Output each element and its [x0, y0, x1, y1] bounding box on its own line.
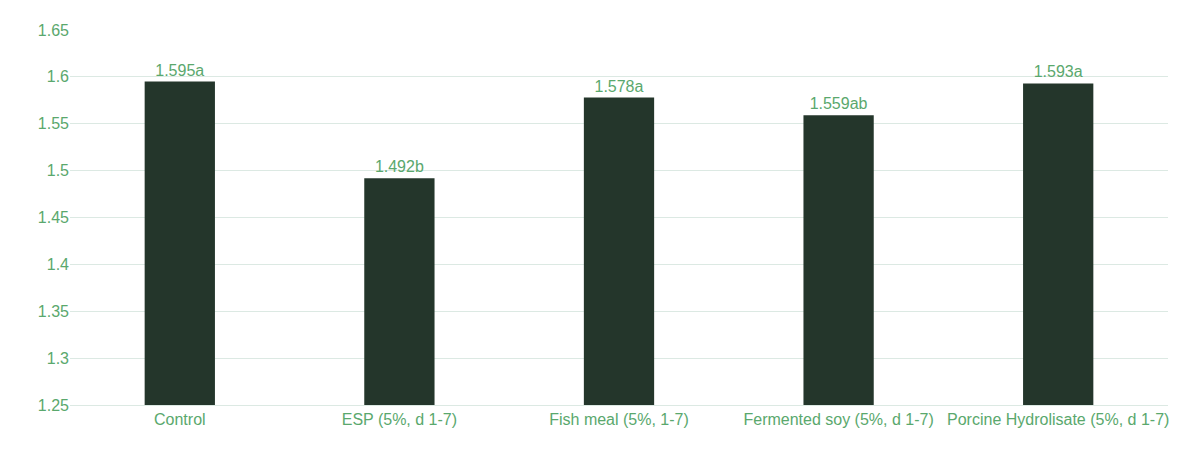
- svg-text:1.35: 1.35: [38, 303, 69, 320]
- svg-text:1.65: 1.65: [38, 22, 69, 39]
- svg-text:ESP (5%, d 1-7): ESP (5%, d 1-7): [342, 411, 457, 428]
- svg-text:1.5: 1.5: [47, 162, 69, 179]
- svg-text:1.6: 1.6: [47, 68, 69, 85]
- svg-text:1.492b: 1.492b: [375, 158, 424, 175]
- svg-text:1.55: 1.55: [38, 115, 69, 132]
- svg-text:1.25: 1.25: [38, 397, 69, 414]
- svg-text:1.45: 1.45: [38, 209, 69, 226]
- svg-text:1.593a: 1.593a: [1034, 63, 1083, 80]
- svg-text:Fish meal (5%, 1-7): Fish meal (5%, 1-7): [549, 411, 689, 428]
- svg-text:Fermented soy (5%, d 1-7): Fermented soy (5%, d 1-7): [743, 411, 933, 428]
- svg-text:1.3: 1.3: [47, 350, 69, 367]
- svg-text:1.559ab: 1.559ab: [810, 95, 868, 112]
- svg-text:Control: Control: [154, 411, 206, 428]
- svg-text:1.578a: 1.578a: [594, 78, 643, 95]
- svg-text:1.595a: 1.595a: [155, 62, 204, 79]
- svg-text:Porcine Hydrolisate (5%, d 1-7: Porcine Hydrolisate (5%, d 1-7): [947, 411, 1169, 428]
- svg-text:1.4: 1.4: [47, 256, 69, 273]
